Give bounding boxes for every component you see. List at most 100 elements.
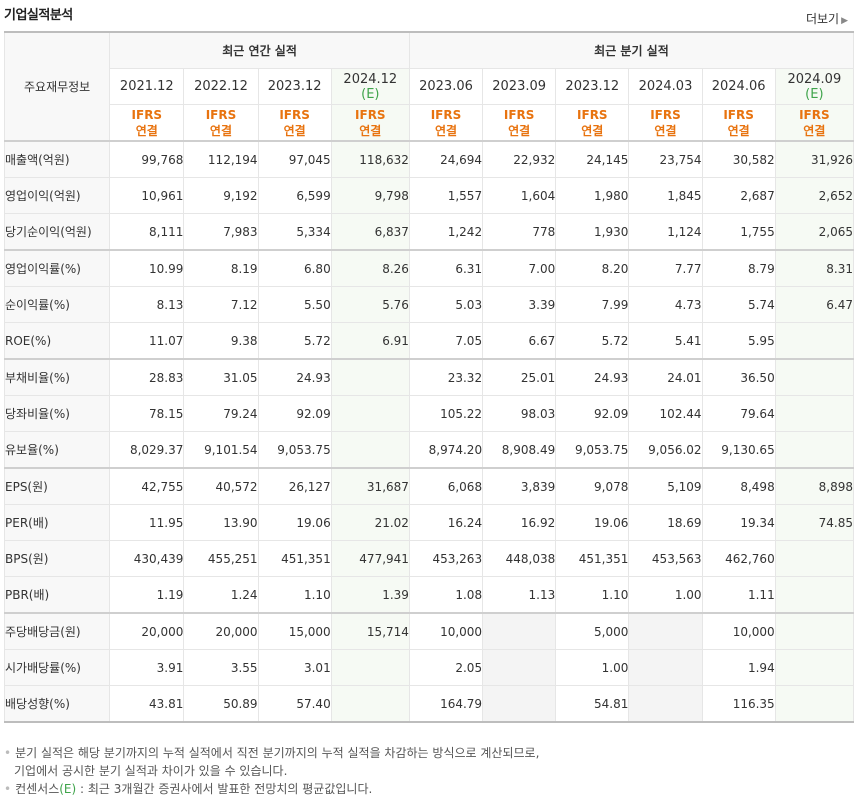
value-cell: 5.72 (555, 322, 630, 360)
value-cell: 1.11 (701, 576, 776, 614)
value-cell: 92.09 (257, 395, 332, 432)
value-cell: 778 (482, 213, 557, 251)
value-cell: 455,251 (183, 540, 259, 577)
value-cell: 30,582 (701, 140, 776, 178)
ifrs-label: IFRS 연결 (257, 104, 332, 142)
value-cell: 19.06 (257, 504, 332, 541)
value-cell (482, 685, 557, 723)
value-cell (330, 358, 410, 396)
more-link[interactable]: 더보기 ▶ (806, 10, 848, 27)
table-row: PBR(배) 1.19 1.24 1.10 1.39 1.08 1.13 1.10 1.00 1.… (3, 576, 855, 614)
value-cell: 1,604 (482, 177, 557, 214)
row-label: BPS(원) (3, 540, 111, 577)
value-cell: 5,000 (555, 612, 630, 650)
value-cell: 20,000 (183, 612, 259, 650)
value-cell: 1,124 (628, 213, 703, 251)
value-cell: 9,101.54 (183, 431, 259, 469)
annual-header: 최근 연간 실적 (109, 31, 410, 69)
ifrs-label: IFRS 연결 (109, 104, 185, 142)
value-cell: 8.31 (774, 249, 855, 287)
section-title: 기업실적분석 (4, 8, 73, 23)
period-label: 2024.06 (711, 79, 766, 94)
value-cell: 24.93 (555, 358, 630, 396)
consolidated-text: 연결 (654, 123, 677, 138)
value-cell: 7.00 (482, 249, 557, 287)
value-cell: 164.79 (408, 685, 484, 723)
value-cell: 43.81 (109, 685, 185, 723)
value-cell: 451,351 (555, 540, 630, 577)
period-label: 2024.03 (638, 79, 693, 94)
row-header-label: 주요재무정보 (3, 31, 111, 142)
quarter-header: 최근 분기 실적 (408, 31, 855, 69)
value-cell: 105.22 (408, 395, 484, 432)
value-cell: 8,029.37 (109, 431, 185, 469)
period-label: 2022.12 (194, 79, 248, 94)
value-cell: 15,714 (330, 612, 410, 650)
value-cell (330, 649, 410, 686)
value-cell: 1.19 (109, 576, 185, 614)
value-cell (774, 322, 855, 360)
table-row: 당좌비율(%) 78.15 79.24 92.09 105.22 98.03 92.09 10… (3, 395, 855, 432)
ifrs-text: IFRS (279, 107, 310, 122)
value-cell: 453,563 (628, 540, 703, 577)
footnotes: • 분기 실적은 해당 분기까지의 누적 실적에서 직전 분기까지의 누적 실적을… (4, 744, 539, 798)
value-cell (330, 431, 410, 469)
consolidated-text: 연결 (581, 123, 604, 138)
value-cell: 5.41 (628, 322, 703, 360)
table-row: 유보율(%) 8,029.37 9,101.54 9,053.75 8,974.20 8,… (3, 431, 855, 469)
value-cell: 7.12 (183, 286, 259, 323)
ifrs-text: IFRS (577, 107, 608, 122)
bullet-icon: • (4, 782, 12, 796)
value-cell: 5.03 (408, 286, 484, 323)
period-label: 2024.09 (787, 71, 842, 87)
value-cell: 11.95 (109, 504, 185, 541)
consolidated-text: 연결 (359, 123, 382, 138)
value-cell: 6.67 (482, 322, 557, 360)
value-cell: 462,760 (701, 540, 776, 577)
value-cell: 448,038 (482, 540, 557, 577)
period-header: 2023.12 (257, 68, 332, 105)
value-cell: 9,192 (183, 177, 259, 214)
value-cell: 31,926 (774, 140, 855, 178)
value-cell: 9,056.02 (628, 431, 703, 469)
value-cell: 19.06 (555, 504, 630, 541)
value-cell (628, 649, 703, 686)
value-cell: 8,111 (109, 213, 185, 251)
table-row: BPS(원) 430,439 455,251 451,351 477,941 453,26… (3, 540, 855, 577)
value-cell: 3.55 (183, 649, 259, 686)
financial-table: 주요재무정보 최근 연간 실적 최근 분기 실적 2021.12 2022.12 2… (3, 31, 855, 723)
footnote-1: 분기 실적은 해당 분기까지의 누적 실적에서 직전 분기까지의 누적 실적을 … (15, 746, 540, 760)
table-row: 당기순이익(억원) 8,111 7,983 5,334 6,837 1,242 778 1,9… (3, 213, 855, 251)
value-cell: 22,932 (482, 140, 557, 178)
value-cell: 8.20 (555, 249, 630, 287)
period-label: 2023.12 (565, 79, 620, 94)
value-cell: 20,000 (109, 612, 185, 650)
consolidated-text: 연결 (209, 123, 233, 138)
footnote-3-a: 컨센서스 (15, 782, 60, 796)
row-label: 부채비율(%) (3, 358, 111, 396)
consolidated-text: 연결 (434, 123, 458, 138)
value-cell: 50.89 (183, 685, 259, 723)
ifrs-label: IFRS 연결 (555, 104, 630, 142)
value-cell: 79.24 (183, 395, 259, 432)
value-cell: 57.40 (257, 685, 332, 723)
value-cell: 1,845 (628, 177, 703, 214)
consolidated-text: 연결 (283, 123, 306, 138)
ifrs-text: IFRS (503, 107, 535, 122)
value-cell: 1,930 (555, 213, 630, 251)
period-header: 2021.12 (109, 68, 185, 105)
row-label: 유보율(%) (3, 431, 111, 469)
value-cell: 31.05 (183, 358, 259, 396)
value-cell: 8.79 (701, 249, 776, 287)
value-cell: 10.99 (109, 249, 185, 287)
value-cell: 118,632 (330, 140, 410, 178)
value-cell (330, 395, 410, 432)
value-cell: 6,837 (330, 213, 410, 251)
consolidated-text: 연결 (135, 123, 158, 138)
value-cell (330, 685, 410, 723)
period-header: 2023.12 (555, 68, 630, 105)
value-cell: 3.91 (109, 649, 185, 686)
period-header: 2023.09 (482, 68, 557, 105)
row-label: 매출액(억원) (3, 140, 111, 178)
ifrs-label: IFRS 연결 (330, 104, 410, 142)
